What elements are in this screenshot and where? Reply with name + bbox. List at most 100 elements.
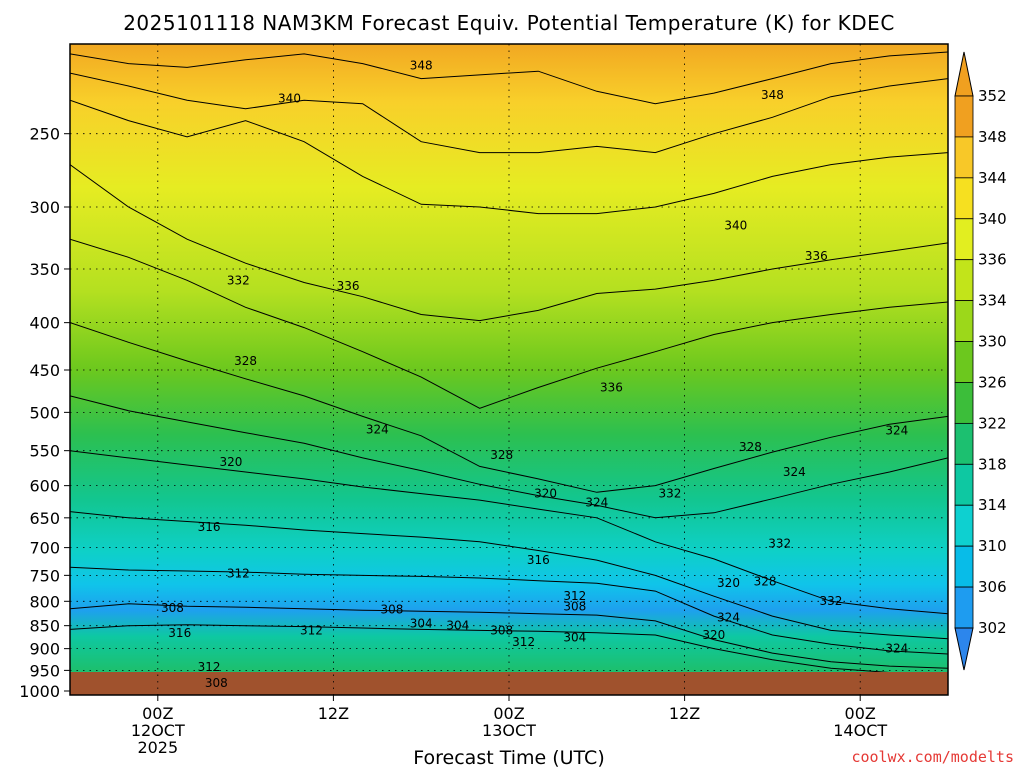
isotherm-336 [70,164,948,322]
isotherm-344 [70,72,948,154]
ground-strip [70,672,948,695]
colorbar-label: 330 [978,333,1007,351]
contour-label: 308 [380,602,403,616]
contour-label: 332 [819,594,842,608]
y-tick-label: 850 [29,617,60,636]
colorbar-swatch [954,545,974,588]
x-axis-title: Forecast Time (UTC) [413,747,604,768]
contour-label: 304 [563,630,586,644]
colorbar-label: 334 [978,292,1007,310]
contour-label: 328 [490,448,513,462]
colorbar-label: 336 [978,251,1007,269]
plot-area: 348 348 340 340 336 336 332 336 328 324 324 328 328 3… [70,44,948,695]
contour-label: 328 [739,440,762,454]
isotherm-348 [70,51,948,105]
contour-label: 312 [563,589,586,603]
contour-label: 316 [198,520,221,534]
contour-label: 304 [410,616,433,630]
colorbar-swatch [954,136,974,179]
contour-label: 328 [754,575,777,589]
y-tick-label: 550 [29,442,60,461]
contour-label: 328 [234,354,257,368]
contour-label: 312 [227,567,250,581]
x-tick-label: 13OCT [482,721,536,740]
x-tick-label: 00Z [493,704,524,723]
colorbar-swatch [954,382,974,424]
isotherm-328 [70,322,948,493]
colorbar-label: 306 [978,578,1007,596]
contour-label: 320 [534,487,557,501]
isotherm-324 [70,395,948,519]
y-tick-label: 950 [29,661,60,680]
contour-label: 312 [198,660,221,674]
contour-label: 324 [366,423,389,437]
credit-text[interactable]: coolwx.com/modelts [851,748,1014,766]
x-tick-label: 12OCT [131,721,185,740]
contour-label: 324 [717,611,740,625]
contour-label: 336 [337,279,360,293]
contour-label: 308 [205,676,228,690]
colorbar-swatch [954,504,974,547]
colorbar-swatch [954,341,974,383]
colorbar-label: 322 [978,414,1007,432]
x-tick-label: 12Z [669,704,700,723]
contour-label: 308 [563,599,586,613]
contour-label: 348 [410,59,433,73]
colorbar-swatch [954,586,974,629]
contour-label: 316 [168,626,191,640]
colorbar-label: 352 [978,87,1007,105]
contour-label: 320 [717,576,740,590]
contour-label: 332 [768,537,791,551]
colorbar-swatch [954,177,974,220]
x-tick-label: 14OCT [833,721,887,740]
y-tick-label: 900 [29,640,60,659]
contour-label: 324 [585,496,608,510]
colorbar-extend-bottom [954,627,974,671]
colorbar-swatch [954,300,974,342]
colorbar-label: 318 [978,455,1007,473]
x-tick-label: 00Z [142,704,173,723]
contour-label: 312 [300,623,323,637]
y-tick-label: 1000 [19,682,60,701]
chart-title: 2025101118 NAM3KM Forecast Equiv. Potent… [123,11,895,35]
y-axis: 250 300 350 400 450 500 550 600 650 700 750 800 850 9… [19,125,70,701]
colorbar: 352 348 344 340 336 334 330 326 322 318 314 310 306 3… [954,51,1007,671]
y-tick-label: 650 [29,509,60,528]
isotherm-340 [70,99,948,215]
y-tick-label: 800 [29,592,60,611]
contour-label: 320 [702,628,725,642]
colorbar-label: 340 [978,210,1007,228]
colorbar-swatch [954,259,974,302]
grid-lines [70,44,948,695]
contour-label: 332 [659,487,682,501]
contour-label: 340 [724,218,747,232]
y-tick-label: 600 [29,477,60,496]
colorbar-label: 314 [978,496,1007,514]
x-tick-label: 00Z [845,704,876,723]
contour-label: 320 [220,455,243,469]
contour-label: 312 [512,635,535,649]
colorbar-swatch [954,463,974,506]
y-tick-label: 750 [29,566,60,585]
colorbar-label: 344 [978,169,1007,187]
y-tick-label: 500 [29,403,60,422]
isotherm-320 [70,450,948,615]
y-tick-label: 700 [29,539,60,558]
contour-label: 316 [527,553,550,567]
contour-label: 332 [227,273,250,287]
colorbar-swatch [954,422,974,465]
y-tick-label: 450 [29,361,60,380]
contour-label: 324 [783,465,806,479]
contour-label: 348 [761,88,784,102]
colorbar-swatch [954,218,974,261]
colorbar-swatch [954,95,974,138]
x-tick-label: 12Z [318,704,349,723]
contour-label: 340 [278,91,301,105]
isotherm-316 [70,511,948,640]
contour-label: 336 [600,380,623,394]
x-tick-label: 2025 [137,738,178,757]
y-tick-label: 250 [29,125,60,144]
contour-label: 324 [885,423,908,437]
